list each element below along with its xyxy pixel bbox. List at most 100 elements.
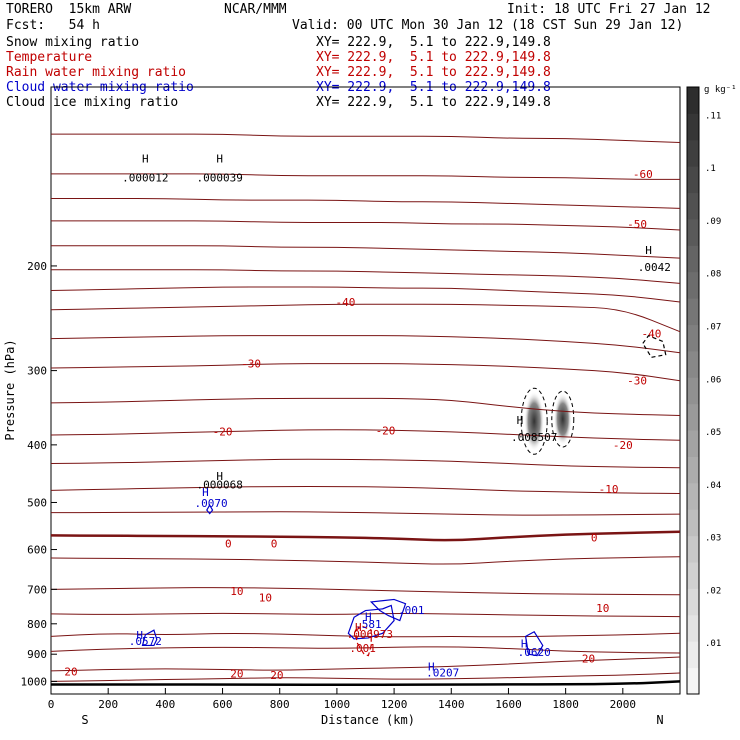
y-axis: 200 300 400 500 600 700 800 900 1000	[21, 260, 57, 688]
contour-label-6: -20	[213, 426, 233, 439]
isotherm--50	[50, 220, 681, 231]
isotherm-minor	[51, 197, 681, 209]
colorbar-swatch	[687, 298, 699, 326]
contour-label-40: H	[521, 638, 528, 651]
y-axis-label: Pressure (hPa)	[3, 339, 17, 440]
contour-label-18: 20	[270, 669, 283, 682]
x-tick-label-400: 400	[155, 698, 175, 711]
field-xy-cloud-ice: XY= 222.9, 5.1 to 222.9,149.8	[316, 95, 551, 110]
south-label: S	[81, 713, 88, 727]
surface-line	[50, 680, 681, 686]
init-time: Init: 18 UTC Fri 27 Jan 12	[507, 2, 711, 17]
colorbar-swatch	[687, 245, 699, 273]
contour-label-29: .0042	[638, 261, 671, 274]
cloud-water-contour	[369, 598, 407, 622]
contour-label-20: H	[142, 153, 149, 166]
isotherm-minor	[50, 286, 681, 303]
y-tick-label-600: 600	[27, 544, 47, 557]
colorbar-tick-6: .07	[705, 323, 721, 333]
snow-contour	[551, 390, 575, 448]
colorbar-unit: g kg⁻¹	[704, 85, 737, 95]
colorbar-tick-10: .11	[705, 111, 721, 121]
colorbar-swatch	[687, 166, 699, 194]
isotherm-minor	[50, 612, 681, 618]
valid-time: Valid: 00 UTC Mon 30 Jan 12 (18 CST Sun …	[292, 18, 684, 33]
contour-label-17: 20	[230, 668, 243, 681]
colorbar-tick-0: .01	[705, 639, 721, 649]
contour-label-5: -30	[627, 375, 647, 388]
contour-label-26: H	[517, 414, 524, 427]
colorbar-swatch	[687, 588, 699, 616]
isotherm-minor	[50, 458, 681, 469]
colorbar: .01 .02 .03 .04 .05 .06 .07 .08 .09 .1 .11	[686, 86, 721, 695]
contour-label-43: .0207	[426, 666, 459, 679]
cloud-water-contour	[141, 629, 158, 647]
contour-label-23: .000039	[197, 172, 243, 185]
isotherm--10	[50, 485, 681, 495]
contour-label-8: -20	[613, 439, 633, 452]
contour-label-2: -40	[336, 296, 356, 309]
contour-label-12: 0	[591, 532, 598, 545]
colorbar-swatch	[687, 218, 699, 246]
contour-label-14: 10	[259, 591, 272, 604]
isotherm-minor	[50, 672, 681, 682]
y-tick-label-500: 500	[27, 496, 47, 509]
colorbar-swatch	[687, 192, 699, 220]
model-name: TORERO 15km ARW	[6, 2, 132, 17]
colorbar-swatch	[687, 139, 699, 167]
isotherm-minor	[50, 646, 681, 654]
snow-contour	[520, 387, 548, 455]
colorbar-swatch	[687, 271, 699, 299]
contour-label-21: .000012	[122, 172, 168, 185]
colorbar-tick-9: .1	[705, 164, 716, 174]
x-tick-label-1800: 1800	[552, 698, 579, 711]
cloud-water-contour	[347, 604, 395, 640]
isotherm-minor	[51, 269, 681, 284]
y-tick-label-400: 400	[27, 439, 47, 452]
isotherm-10	[50, 587, 681, 596]
contour-label-32: H	[136, 629, 143, 642]
contour-label-24: H	[216, 470, 223, 483]
contour-label-10: 0	[225, 537, 232, 550]
isotherm-minor	[50, 397, 681, 417]
contour-label-9: -10	[599, 483, 619, 496]
colorbar-swatch	[687, 667, 699, 695]
contour-label-19: 20	[582, 652, 595, 665]
contour-label-3: -40	[641, 328, 661, 341]
colorbar-swatch	[687, 324, 699, 352]
x-tick-label-1400: 1400	[438, 698, 465, 711]
contour-label-34: H	[365, 611, 372, 624]
contour-label-13: 10	[230, 585, 243, 598]
isotherm-minor	[51, 245, 681, 259]
colorbar-tick-1: .02	[705, 586, 721, 596]
y-tick-label-800: 800	[27, 618, 47, 631]
contour-label-1: -50	[627, 218, 647, 231]
y-tick-label-900: 900	[27, 648, 47, 661]
colorbar-swatch	[687, 377, 699, 405]
contour-labels: -60 -50 -40 -40 -30 -30 -20 -20 -20 -10 0 0 0 10 10 10 2…	[64, 153, 670, 682]
contour-label-31: .0070	[195, 497, 228, 510]
y-tick-label-1000: 1000	[21, 675, 48, 688]
x-axis-label: Distance (km)	[321, 713, 415, 727]
contour-label-36: .001	[398, 604, 425, 617]
snow-blob	[553, 393, 572, 446]
contour-label-16: 20	[64, 666, 77, 679]
contour-label-42: H	[428, 660, 435, 673]
isotherm--40	[50, 303, 681, 333]
field-name-rain: Rain water mixing ratio	[6, 65, 187, 80]
colorbar-swatch	[687, 641, 699, 669]
colorbar-tick-4: .05	[705, 428, 721, 438]
contour-label-7: -20	[376, 424, 396, 437]
contour-label-22: H	[216, 153, 223, 166]
snow-maxima	[520, 387, 575, 455]
colorbar-swatch	[687, 113, 699, 141]
plot-frame	[50, 86, 681, 695]
x-axis: 0 200 400 600 800 1000 1200 1400 1600 1800 2000	[48, 688, 636, 711]
cloud-water-contour	[524, 630, 544, 657]
contour-label-11: 0	[271, 537, 278, 550]
colorbar-swatch	[687, 87, 699, 114]
colorbar-swatch	[687, 509, 699, 537]
field-xy-snow: XY= 222.9, 5.1 to 222.9,149.8	[316, 35, 551, 50]
contour-label-37: H	[355, 621, 362, 634]
cloud-water-contour	[206, 503, 214, 515]
